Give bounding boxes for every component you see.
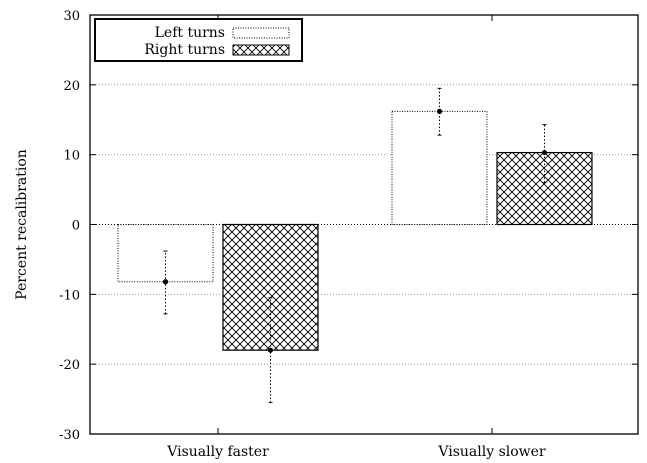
legend-label: Right turns	[144, 42, 225, 58]
y-tick-label: 0	[72, 219, 80, 234]
x-category-labels: Visually faster Visually slower	[166, 15, 546, 460]
y-tick-label: -30	[59, 428, 80, 443]
y-tick-label: 20	[63, 79, 80, 94]
bars	[117, 110, 593, 351]
bar-right-turns	[496, 151, 593, 226]
y-tick-label: 30	[63, 9, 80, 24]
legend-swatch	[232, 27, 290, 39]
mean-point	[436, 108, 443, 114]
bar-right-turns	[222, 223, 319, 351]
mean-point	[162, 279, 169, 285]
legend-swatch	[232, 44, 290, 56]
mean-point	[267, 347, 274, 353]
mean-point	[541, 149, 548, 156]
y-axis-label: Percent recalibration	[14, 149, 30, 300]
error-bars	[162, 87, 548, 404]
y-tick-label: -20	[59, 358, 80, 373]
x-category-label: Visually faster	[166, 444, 269, 460]
y-tick-label: -10	[59, 288, 80, 303]
y-ticks: -30 -20 -10 0 10 20 30	[59, 9, 638, 443]
legend-label: Left turns	[155, 25, 225, 41]
x-category-label: Visually slower	[437, 444, 546, 460]
bar-left-turns	[391, 110, 488, 225]
y-tick-label: 10	[63, 149, 80, 164]
